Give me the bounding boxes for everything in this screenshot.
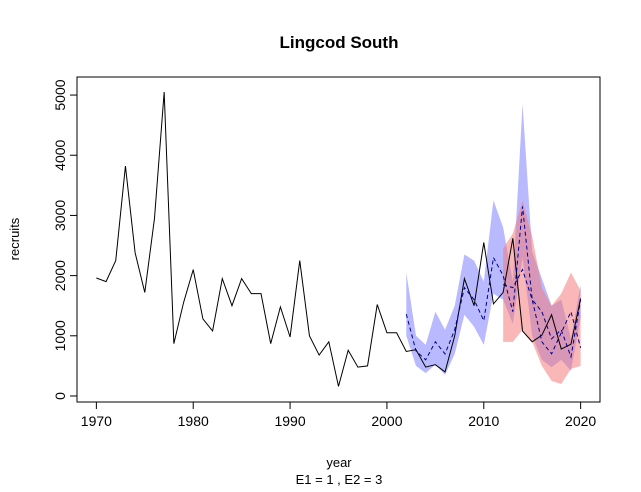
forecast-E2-line (502, 268, 582, 355)
x-tick-label: 2000 (371, 413, 402, 429)
forecast-E2-band (503, 200, 581, 384)
y-tick-label: 1000 (52, 320, 68, 351)
y-tick-label: 0 (52, 392, 68, 400)
x-tick-label: 1990 (274, 413, 305, 429)
y-axis: 0 1000 2000 3000 4000 5000 (52, 79, 78, 400)
subtitle: E1 = 1 , E2 = 3 (296, 472, 383, 487)
x-tick-label: 1970 (81, 413, 112, 429)
observed-line (96, 92, 582, 387)
y-tick-label: 3000 (52, 200, 68, 231)
x-tick-label: 2020 (565, 413, 596, 429)
x-tick-label: 2010 (468, 413, 499, 429)
y-axis-label: recruits (7, 217, 22, 260)
uncertainty-bands (406, 104, 581, 384)
y-tick-label: 5000 (52, 79, 68, 110)
forecast-E1-line (405, 206, 582, 361)
y-tick-label: 4000 (52, 139, 68, 170)
x-axis-label: year (326, 455, 352, 470)
chart-title: Lingcod South (280, 33, 399, 52)
y-tick-label: 2000 (52, 260, 68, 291)
x-tick-label: 1980 (178, 413, 209, 429)
x-axis: 1970 1980 1990 2000 2010 2020 (81, 401, 596, 429)
series-lines (96, 92, 582, 387)
